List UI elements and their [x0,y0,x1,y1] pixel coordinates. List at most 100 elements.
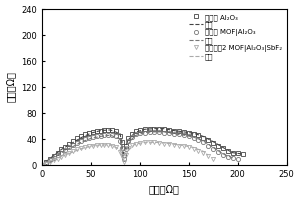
实施实例2 MOF|Al₂O₃|SbF₂ [130,144,134,146]
对比例 MOF|Al₂O₃ [103,134,106,136]
实施实例2 MOF|Al₂O₃|SbF₂ [177,144,181,147]
实施实例2 MOF|Al₂O₃|SbF₂ [197,150,200,152]
拟合 [79,141,83,143]
实施实例2 MOF|Al₂O₃|SbF₂ [103,144,106,146]
拟合 [172,133,176,135]
对比例 Al₂O₃ [120,141,124,143]
实施实例2 MOF|Al₂O₃|SbF₂ [134,142,138,145]
拟合 [162,131,166,133]
拟合 [231,157,235,159]
Y-axis label: 虚部（Ω）: 虚部（Ω） [6,72,16,102]
对比例 MOF|Al₂O₃ [68,146,71,149]
拟合 [89,145,93,147]
实施实例2 MOF|Al₂O₃|SbF₂ [158,142,161,144]
拟合 [40,164,44,166]
拟合 [192,132,195,134]
对比例 MOF|Al₂O₃ [60,151,63,154]
拟合 [118,138,122,140]
拟合 [241,153,244,155]
拟合 [50,156,53,158]
对比例 Al₂O₃ [153,127,156,130]
对比例 Al₂O₃ [197,134,200,136]
实施实例2 MOF|Al₂O₃|SbF₂ [99,144,102,146]
对比例 MOF|Al₂O₃ [212,148,215,150]
对比例 MOF|Al₂O₃ [99,135,102,137]
对比例 MOF|Al₂O₃ [202,141,205,143]
对比例 Al₂O₃ [64,146,67,148]
拟合 [133,131,136,134]
拟合 [99,129,102,132]
拟合 [89,132,93,134]
实施实例2 MOF|Al₂O₃|SbF₂ [91,144,94,147]
对比例 MOF|Al₂O₃ [226,155,230,158]
对比例 MOF|Al₂O₃ [182,134,186,136]
实施实例2 MOF|Al₂O₃|SbF₂ [187,146,190,149]
对比例 MOF|Al₂O₃ [79,140,83,142]
对比例 Al₂O₃ [167,129,171,131]
实施实例2 MOF|Al₂O₃|SbF₂ [182,145,186,147]
对比例 Al₂O₃ [56,151,59,154]
对比例 Al₂O₃ [68,142,71,145]
对比例 MOF|Al₂O₃ [118,140,122,142]
对比例 MOF|Al₂O₃ [83,138,87,140]
实施实例2 MOF|Al₂O₃|SbF₂ [143,141,146,143]
拟合 [221,153,225,155]
对比例 Al₂O₃ [40,164,44,166]
拟合 [99,135,102,138]
实施实例2 MOF|Al₂O₃|SbF₂ [95,144,98,146]
对比例 MOF|Al₂O₃ [231,157,235,159]
实施实例2 MOF|Al₂O₃|SbF₂ [48,161,52,164]
拟合 [69,146,73,149]
对比例 Al₂O₃ [148,127,151,130]
对比例 MOF|Al₂O₃ [187,135,190,138]
拟合 [202,135,205,138]
拟合 [109,144,112,146]
拟合 [182,144,186,147]
对比例 Al₂O₃ [130,133,134,135]
实施实例2 MOF|Al₂O₃|SbF₂ [120,155,124,157]
拟合 [172,129,176,132]
对比例 Al₂O₃ [103,129,106,131]
实施实例2 MOF|Al₂O₃|SbF₂ [202,152,205,155]
实施实例2 MOF|Al₂O₃|SbF₂ [71,150,75,152]
对比例 MOF|Al₂O₃ [122,157,126,160]
拟合 [99,144,102,146]
对比例 Al₂O₃ [187,131,190,134]
实施实例2 MOF|Al₂O₃|SbF₂ [124,154,128,156]
Line: 拟合: 拟合 [42,132,233,165]
拟合 [143,141,146,143]
对比例 Al₂O₃ [79,135,83,138]
拟合 [60,155,63,158]
对比例 MOF|Al₂O₃ [124,148,128,151]
对比例 MOF|Al₂O₃ [143,131,146,134]
实施实例2 MOF|Al₂O₃|SbF₂ [83,146,87,148]
对比例 MOF|Al₂O₃ [110,134,114,136]
Legend: 对比例 Al₂O₃, 拟合, 对比例 MOF|Al₂O₃, 拟合, 实施实例2 MOF|Al₂O₃|SbF₂, 拟合: 对比例 Al₂O₃, 拟合, 对比例 MOF|Al₂O₃, 拟合, 实施实例2 … [187,13,283,61]
对比例 Al₂O₃ [221,147,225,149]
对比例 MOF|Al₂O₃ [153,131,156,133]
拟合 [121,152,125,155]
拟合 [153,131,156,133]
实施实例2 MOF|Al₂O₃|SbF₂ [106,144,110,146]
对比例 MOF|Al₂O₃ [44,162,48,164]
实施实例2 MOF|Al₂O₃|SbF₂ [52,159,56,162]
拟合 [89,137,93,140]
实施实例2 MOF|Al₂O₃|SbF₂ [64,153,67,156]
实施实例2 MOF|Al₂O₃|SbF₂ [162,142,166,145]
对比例 MOF|Al₂O₃ [216,151,220,153]
对比例 MOF|Al₂O₃ [192,137,195,139]
拟合 [143,131,146,134]
拟合 [126,143,130,145]
拟合 [69,151,73,154]
对比例 Al₂O₃ [143,128,146,130]
对比例 MOF|Al₂O₃ [87,137,91,139]
Line: 拟合: 拟合 [42,129,242,165]
对比例 MOF|Al₂O₃ [206,144,210,147]
实施实例2 MOF|Al₂O₃|SbF₂ [79,147,83,149]
拟合 [162,127,166,130]
拟合 [79,148,83,150]
对比例 MOF|Al₂O₃ [48,159,52,162]
实施实例2 MOF|Al₂O₃|SbF₂ [153,141,156,143]
实施实例2 MOF|Al₂O₃|SbF₂ [87,145,91,147]
实施实例2 MOF|Al₂O₃|SbF₂ [56,157,59,160]
